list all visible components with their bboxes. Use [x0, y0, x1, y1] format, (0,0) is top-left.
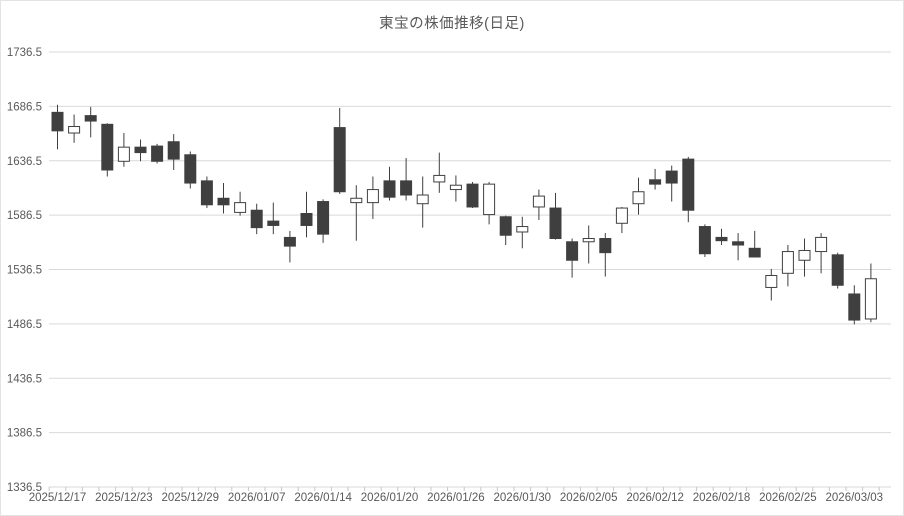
candle-bearish — [250, 209, 263, 229]
candle-bullish — [532, 195, 545, 208]
x-axis-label: 2026/02/12 — [626, 492, 684, 504]
y-axis-label: 1636.5 — [7, 156, 42, 168]
candle-bearish — [101, 123, 114, 171]
candle-bearish — [317, 201, 330, 235]
candle-bearish — [831, 254, 844, 286]
candle-bearish — [400, 180, 413, 196]
candle-bullish — [350, 197, 363, 204]
candle-bearish — [51, 111, 64, 132]
candle-bearish — [333, 127, 346, 193]
candle-bullish — [864, 278, 877, 320]
candle-bearish — [566, 241, 579, 261]
y-axis-label: 1486.5 — [7, 319, 42, 331]
candle-bearish — [698, 226, 711, 255]
candle-bearish — [748, 247, 761, 258]
candle-bullish — [582, 238, 595, 243]
candle-bullish — [615, 207, 628, 224]
candle-bullish — [765, 274, 778, 288]
x-axis-label: 2026/02/05 — [560, 492, 618, 504]
x-axis-label: 2025/12/29 — [162, 492, 220, 504]
y-axis-label: 1336.5 — [7, 482, 42, 494]
y-axis-label: 1736.5 — [7, 47, 42, 59]
x-axis-label: 2026/01/26 — [427, 492, 485, 504]
x-axis-label: 2026/01/30 — [494, 492, 552, 504]
candle-bearish — [665, 170, 678, 184]
candle-bullish — [483, 183, 496, 216]
candle-bearish — [300, 212, 313, 226]
candle-bearish — [184, 154, 197, 184]
candle-bearish — [383, 180, 396, 198]
candle-bullish — [117, 146, 130, 162]
x-axis-label: 2026/01/14 — [294, 492, 352, 504]
x-axis-label: 2026/02/25 — [759, 492, 817, 504]
y-axis-label: 1536.5 — [7, 265, 42, 277]
candle-bearish — [499, 216, 512, 236]
candle-bearish — [217, 197, 230, 206]
x-axis-label: 2025/12/17 — [29, 492, 87, 504]
x-axis-label: 2026/01/07 — [228, 492, 286, 504]
candle-bullish — [234, 202, 247, 213]
y-axis-label: 1686.5 — [7, 101, 42, 113]
x-axis-label: 2025/12/23 — [95, 492, 153, 504]
candle-bullish — [781, 251, 794, 274]
candle-bearish — [267, 220, 280, 226]
candle-bullish — [798, 249, 811, 261]
x-axis-label: 2026/01/20 — [361, 492, 419, 504]
candle-bearish — [682, 158, 695, 211]
y-axis-label: 1436.5 — [7, 373, 42, 385]
candle-bullish — [632, 191, 645, 205]
candle-bullish — [433, 174, 446, 183]
candle-bearish — [649, 179, 662, 185]
candle-bullish — [449, 184, 462, 191]
y-axis-label: 1586.5 — [7, 210, 42, 222]
candle-bearish — [151, 145, 164, 162]
candle-bearish — [848, 293, 861, 321]
candle-bullish — [815, 236, 828, 253]
candle-bearish — [134, 146, 147, 154]
chart-title: 東宝の株価推移(日足) — [379, 16, 525, 32]
candle-bearish — [84, 115, 97, 122]
candle-bearish — [715, 236, 728, 242]
y-axis-label: 1386.5 — [7, 428, 42, 440]
candle-bearish — [732, 241, 745, 246]
candle-bullish — [68, 125, 81, 134]
candle-bullish — [366, 189, 379, 204]
x-axis-label: 2026/03/03 — [826, 492, 884, 504]
candle-bearish — [549, 207, 562, 240]
x-axis-label: 2026/02/18 — [693, 492, 751, 504]
candle-bearish — [466, 183, 479, 208]
candle-bearish — [200, 180, 213, 206]
candle-bearish — [599, 238, 612, 254]
candle-bullish — [416, 194, 429, 205]
candle-bearish — [283, 236, 296, 247]
candle-bullish — [516, 226, 529, 233]
candle-bearish — [167, 141, 180, 160]
